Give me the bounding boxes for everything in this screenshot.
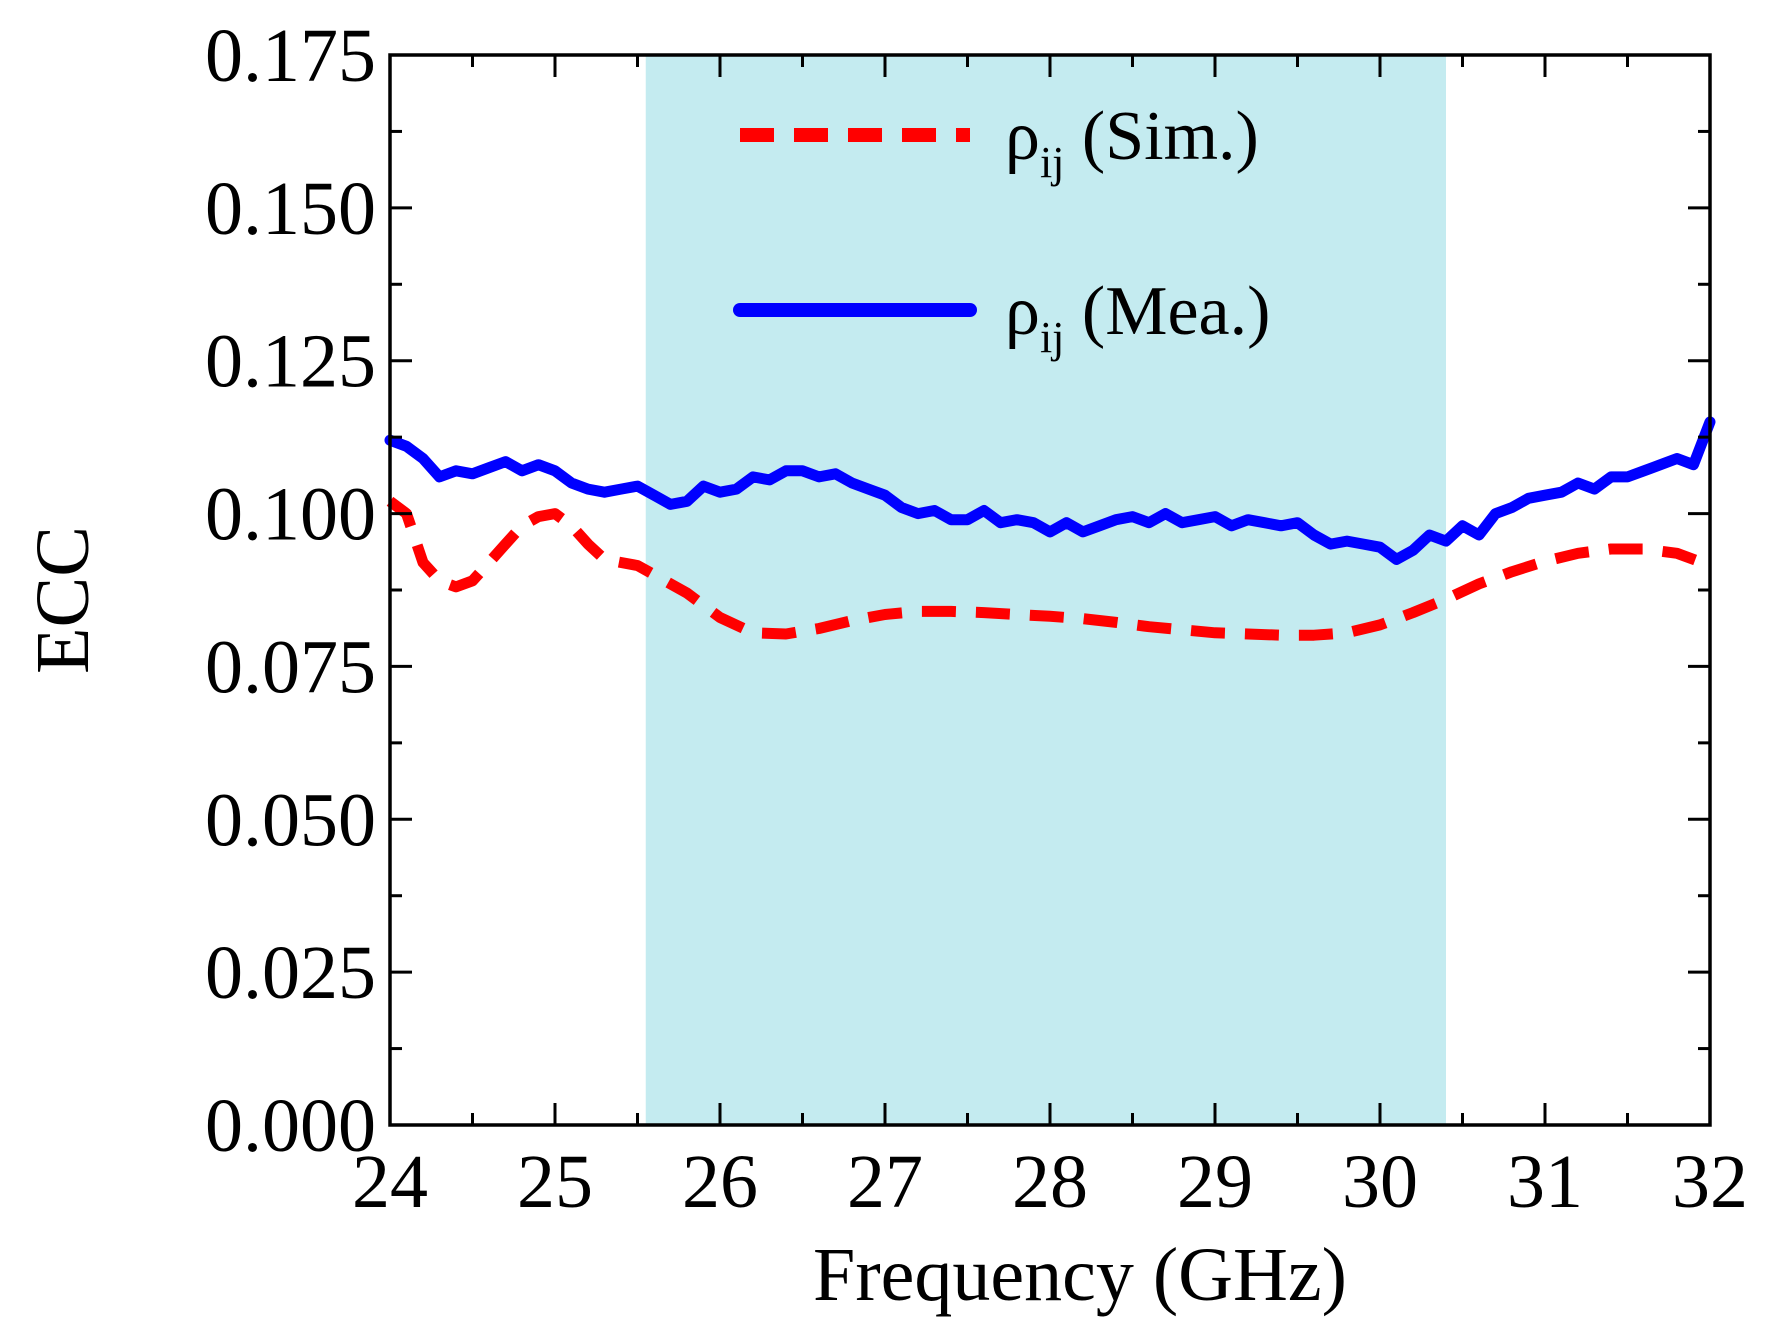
x-tick-label: 32 xyxy=(1672,1140,1748,1224)
ticks-layer xyxy=(388,53,1712,1127)
band-layer xyxy=(645,55,1446,1125)
y-tick-label: 0.075 xyxy=(205,625,376,709)
x-tick-label: 26 xyxy=(682,1140,758,1224)
legend: ρij (Sim.) ρij (Mea.) xyxy=(733,98,1270,362)
y-tick-label: 0.100 xyxy=(205,473,376,557)
x-tick-label: 30 xyxy=(1342,1140,1418,1224)
y-axis-title: ECC xyxy=(21,526,105,674)
series-line-1 xyxy=(384,416,1716,565)
series-layer xyxy=(384,416,1716,641)
y-tick-label: 0.125 xyxy=(205,320,376,404)
shaded-band xyxy=(645,55,1446,1125)
x-tick-label: 25 xyxy=(517,1140,593,1224)
x-tick-label: 24 xyxy=(352,1140,428,1224)
x-tick-label: 27 xyxy=(847,1140,923,1224)
y-tick-label: 0.150 xyxy=(205,167,376,251)
x-tick-label: 28 xyxy=(1012,1140,1088,1224)
x-axis-title: Frequency (GHz) xyxy=(813,1233,1347,1317)
y-tick-label: 0.000 xyxy=(205,1084,376,1168)
x-tick-label: 29 xyxy=(1177,1140,1253,1224)
labels-layer: 24 25 26 27 28 29 30 31 32 0.000 0.025 0.050 0.075 0.… xyxy=(21,14,1748,1317)
legend-label-1: ρij (Mea.) xyxy=(1005,273,1270,362)
y-tick-label: 0.025 xyxy=(205,931,376,1015)
y-tick-label: 0.175 xyxy=(205,14,376,98)
y-tick-label: 0.050 xyxy=(205,778,376,862)
legend-label-0: ρij (Sim.) xyxy=(1005,98,1259,187)
x-tick-label: 31 xyxy=(1507,1140,1583,1224)
